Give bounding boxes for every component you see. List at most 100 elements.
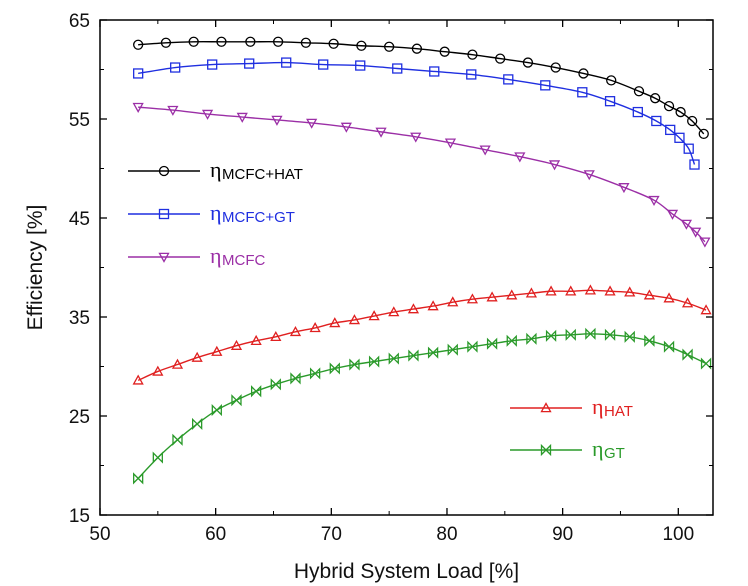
data-point (230, 339, 243, 350)
data-point (682, 348, 693, 361)
data-point (133, 68, 144, 79)
x-tick-label: 90 (552, 524, 573, 545)
data-point (650, 93, 661, 104)
data-point (584, 284, 597, 295)
data-point (648, 195, 660, 207)
y-tick-label: 25 (69, 407, 90, 428)
data-point (427, 300, 439, 311)
data-point (467, 49, 478, 60)
legend-label: HAT (604, 403, 633, 420)
data-point (244, 58, 255, 69)
data-point (466, 293, 479, 304)
legend-symbol: η (210, 200, 222, 225)
data-point (565, 328, 576, 341)
data-point (245, 36, 256, 47)
data-point (408, 349, 419, 362)
data-point (585, 327, 596, 340)
data-point (486, 337, 498, 350)
data-point (132, 374, 144, 385)
data-point (132, 102, 144, 113)
data-point (167, 105, 179, 116)
data-point (309, 367, 321, 380)
data-point (270, 378, 281, 391)
legend-entry-3: η HAT (510, 394, 633, 420)
data-point (411, 43, 423, 54)
x-tick-label: 60 (205, 524, 226, 545)
data-point (375, 127, 387, 138)
series-2 (132, 102, 711, 248)
data-point (211, 345, 223, 356)
data-point (236, 112, 248, 123)
x-tick-label: 80 (436, 524, 457, 545)
data-point (675, 106, 686, 118)
data-point (526, 332, 537, 345)
y-tick-label: 55 (69, 110, 90, 131)
data-point (663, 292, 675, 303)
legend-label: MCFC+HAT (222, 166, 303, 183)
data-point (172, 433, 183, 446)
data-point (665, 124, 676, 136)
data-point (309, 322, 321, 333)
legend-symbol: η (592, 436, 604, 461)
data-point (207, 59, 218, 70)
series-4 (133, 327, 712, 485)
data-point (368, 355, 380, 368)
data-point (548, 160, 561, 171)
data-point (171, 358, 184, 369)
data-point (328, 38, 339, 49)
data-point (250, 334, 262, 346)
legend-symbol: η (592, 394, 604, 419)
legend-symbol: η (210, 157, 222, 182)
data-point (540, 80, 551, 91)
data-point (681, 297, 694, 308)
plot-frame (99, 19, 714, 516)
legend-label: GT (604, 445, 625, 462)
data-point (407, 303, 420, 314)
data-point (618, 183, 630, 194)
x-tick-label: 50 (89, 524, 110, 545)
data-point (231, 394, 242, 407)
data-point (388, 306, 400, 317)
series-1 (133, 57, 700, 170)
data-point (388, 352, 399, 365)
data-point (689, 159, 700, 170)
data-point (633, 86, 645, 97)
data-point (583, 170, 595, 181)
data-point (368, 310, 380, 321)
series-line (137, 289, 707, 381)
x-axis-title: Hybrid System Load [%] (294, 560, 519, 583)
data-point (698, 128, 709, 140)
data-point (699, 237, 711, 248)
data-point (281, 57, 292, 68)
data-point (192, 417, 203, 430)
data-point (666, 209, 679, 220)
data-point (392, 63, 403, 74)
y-tick-label: 35 (69, 308, 90, 329)
data-point (410, 132, 422, 143)
data-point (340, 122, 352, 133)
data-point (632, 106, 643, 118)
data-point (506, 334, 517, 347)
data-point (270, 330, 282, 342)
legend-marker (540, 402, 552, 413)
data-point (447, 343, 458, 356)
data-point (306, 118, 318, 129)
data-point (663, 100, 675, 112)
data-point (680, 219, 693, 230)
data-point (651, 115, 662, 127)
data-point (329, 317, 341, 328)
data-point (486, 291, 498, 302)
data-point (565, 285, 577, 296)
data-point (514, 152, 526, 163)
data-point (503, 74, 514, 85)
data-point (624, 330, 635, 343)
data-point (201, 109, 214, 120)
data-point (271, 115, 283, 126)
data-point (700, 357, 712, 370)
data-point (466, 69, 477, 80)
data-point (439, 46, 450, 57)
data-point (467, 340, 478, 353)
legend-entry-1: η MCFC+GT (128, 200, 295, 226)
